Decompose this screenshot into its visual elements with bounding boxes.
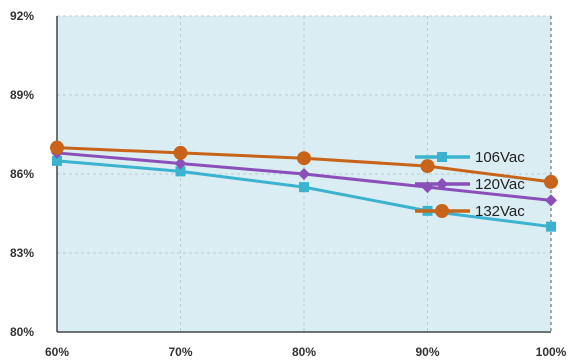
y-tick-label: 92% bbox=[10, 9, 34, 23]
legend-label: 106Vac bbox=[475, 149, 525, 166]
y-axis-tick-labels: 80% 83% 86% 89% 92% bbox=[10, 9, 34, 339]
x-tick-label: 70% bbox=[168, 345, 192, 359]
data-point bbox=[173, 145, 188, 160]
y-tick-label: 89% bbox=[10, 88, 34, 102]
data-point bbox=[174, 157, 187, 170]
data-point bbox=[52, 155, 62, 166]
series-lines bbox=[50, 140, 558, 232]
legend-entry: 132Vac bbox=[415, 203, 525, 220]
y-tick-label: 80% bbox=[10, 325, 34, 339]
y-tick-label: 83% bbox=[10, 246, 34, 260]
legend-label: 120Vac bbox=[475, 176, 525, 193]
legend-marker bbox=[436, 178, 448, 190]
data-point bbox=[297, 151, 311, 166]
legend-entry: 120Vac bbox=[415, 176, 525, 193]
data-point bbox=[50, 140, 64, 155]
series-120Vac bbox=[51, 146, 557, 207]
x-tick-label: 100% bbox=[536, 345, 567, 359]
data-point bbox=[545, 194, 557, 207]
x-tick-label: 90% bbox=[415, 345, 439, 359]
legend-entry: 106Vac bbox=[415, 149, 525, 166]
data-point bbox=[546, 221, 556, 232]
legend: 106Vac 120Vac 132Vac bbox=[415, 149, 525, 220]
series-132Vac bbox=[50, 140, 558, 189]
x-tick-label: 60% bbox=[45, 345, 69, 359]
data-point bbox=[299, 182, 309, 193]
x-tick-label: 80% bbox=[292, 345, 316, 359]
y-tick-label: 86% bbox=[10, 167, 34, 181]
data-point bbox=[175, 166, 186, 177]
data-point bbox=[420, 159, 435, 174]
axes bbox=[56, 16, 551, 333]
data-point bbox=[544, 174, 558, 189]
data-point bbox=[298, 168, 310, 180]
legend-marker bbox=[435, 204, 449, 218]
legend-marker bbox=[437, 152, 447, 162]
x-axis-tick-labels: 60% 70% 80% 90% 100% bbox=[45, 345, 567, 359]
legend-label: 132Vac bbox=[475, 203, 525, 220]
